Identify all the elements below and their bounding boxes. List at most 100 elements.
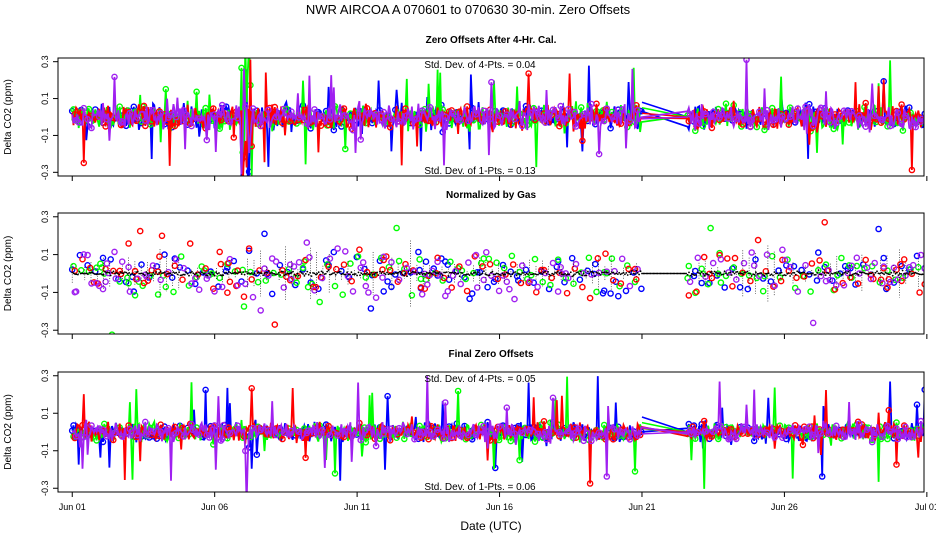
- data-point-mean: [129, 273, 132, 276]
- data-point-gas-4: [694, 428, 702, 436]
- data-point-mean: [893, 270, 895, 273]
- data-point-mean: [693, 274, 696, 276]
- panel-title: Zero Offsets After 4-Hr. Cal.: [426, 35, 557, 46]
- data-point-mean: [856, 273, 858, 275]
- data-point-mean: [896, 271, 898, 274]
- data-point-mean: [507, 272, 509, 275]
- data-point-mean: [250, 272, 253, 274]
- data-point-mean: [776, 272, 779, 275]
- data-point-mean: [730, 274, 733, 276]
- data-point-gas-4: [102, 278, 109, 286]
- data-point-gas-3: [125, 422, 132, 429]
- data-point-gas-2: [299, 264, 307, 272]
- y-tick-label: -0.3: [40, 322, 50, 338]
- data-point-gas-4: [879, 279, 886, 287]
- data-point-gas-1: [499, 261, 507, 269]
- data-point-gas-4: [268, 255, 276, 262]
- data-point-gas-4: [534, 283, 541, 291]
- data-point-gas-2: [202, 104, 209, 112]
- data-point-mean: [226, 273, 229, 275]
- data-point-gas-1: [466, 295, 473, 303]
- data-point-gas-2: [331, 470, 339, 477]
- data-point-mean: [414, 271, 417, 274]
- data-point-gas-4: [257, 426, 265, 434]
- data-point-gas-4: [794, 428, 802, 435]
- data-point-mean: [105, 271, 108, 274]
- data-point-gas-4: [95, 113, 103, 120]
- data-point-mean: [495, 272, 498, 275]
- data-point-gas-2: [707, 224, 714, 232]
- data-point-mean: [82, 272, 85, 275]
- data-point-gas-1: [913, 401, 921, 409]
- data-point-gas-3: [579, 283, 586, 291]
- data-point-mean: [861, 271, 864, 273]
- data-point-gas-2: [416, 256, 423, 263]
- data-point-gas-4: [794, 105, 802, 112]
- data-point-gas-4: [867, 275, 875, 283]
- data-point-mean: [426, 271, 428, 274]
- data-point-gas-4: [125, 263, 132, 271]
- data-point-gas-2: [845, 262, 853, 269]
- data-point-gas-4: [557, 263, 565, 271]
- data-point-mean: [104, 270, 106, 273]
- data-point-mean: [175, 271, 178, 274]
- data-point-gas-3: [556, 122, 563, 130]
- data-point-mean: [154, 273, 156, 276]
- data-point-gas-2: [547, 281, 554, 289]
- data-point-gas-4: [157, 110, 164, 117]
- data-point-gas-2: [154, 291, 162, 298]
- data-point-gas-3: [884, 284, 891, 291]
- data-point-mean: [823, 272, 826, 275]
- data-point-gas-4: [111, 73, 118, 81]
- data-point-gas-4: [503, 111, 511, 118]
- data-point-gas-4: [709, 428, 717, 436]
- data-point-gas-4: [111, 429, 118, 437]
- series-gap-line-gas-2: [641, 421, 688, 433]
- data-point-mean: [608, 273, 611, 276]
- data-point-mean: [809, 272, 811, 275]
- data-point-mean: [396, 272, 398, 275]
- data-point-mean: [126, 273, 129, 275]
- data-point-gas-4: [403, 264, 411, 272]
- data-point-mean: [343, 273, 346, 276]
- data-point-mean: [686, 273, 689, 276]
- data-point-gas-4: [403, 112, 411, 119]
- data-point-gas-4: [863, 118, 871, 125]
- data-point-gas-1: [330, 248, 338, 256]
- data-point-gas-1: [545, 285, 553, 293]
- data-point-mean: [124, 271, 126, 273]
- data-point-mean: [458, 275, 461, 278]
- data-point-gas-3: [479, 263, 486, 270]
- data-point-gas-2: [362, 274, 370, 281]
- data-point-mean: [326, 270, 329, 273]
- data-point-gas-2: [485, 255, 493, 263]
- data-point-mean: [753, 273, 756, 276]
- data-point-mean: [232, 272, 235, 275]
- data-point-gas-1: [921, 386, 924, 393]
- data-point-mean: [319, 273, 321, 276]
- data-point-mean: [628, 271, 631, 274]
- data-point-gas-4: [365, 289, 372, 296]
- data-point-gas-4: [909, 261, 917, 269]
- data-point-gas-3: [509, 261, 517, 268]
- data-point-mean: [661, 272, 663, 275]
- data-point-mean: [827, 272, 830, 275]
- data-point-gas-4: [288, 108, 295, 115]
- panel-1: Zero Offsets After 4-Hr. Cal. Delta CO2 (…: [3, 35, 928, 181]
- data-point-gas-4: [341, 428, 349, 435]
- data-point-mean: [588, 272, 591, 275]
- data-point-mean: [99, 273, 102, 275]
- data-point-gas-3: [225, 424, 232, 431]
- data-point-gas-4: [748, 117, 756, 124]
- data-point-mean: [712, 272, 715, 275]
- data-point-gas-4: [557, 102, 565, 110]
- data-point-gas-4: [549, 394, 557, 402]
- data-point-mean: [857, 273, 860, 276]
- data-point-mean: [767, 272, 770, 275]
- data-point-gas-2: [516, 456, 523, 464]
- data-point-mean: [786, 272, 789, 275]
- data-point-gas-1: [913, 252, 921, 260]
- data-point-gas-2: [531, 255, 539, 263]
- data-point-gas-1: [706, 279, 713, 287]
- data-point-mean: [594, 275, 596, 277]
